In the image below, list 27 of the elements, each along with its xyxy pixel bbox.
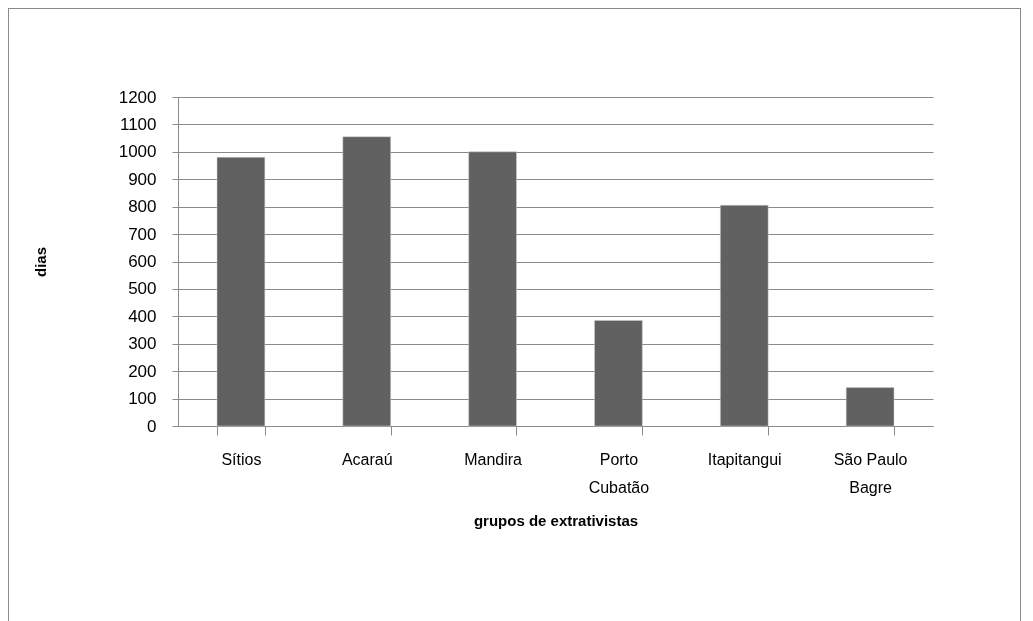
x-tick-label: Acaraú: [341, 450, 393, 468]
bar: [216, 157, 266, 427]
y-tick-label: 1200: [118, 87, 157, 107]
y-tick-label: 0: [147, 416, 157, 436]
y-tick-label: 1000: [118, 142, 157, 162]
y-tick-label: 400: [128, 306, 157, 326]
bar: [720, 205, 769, 427]
y-tick-label: 500: [128, 279, 157, 299]
y-tick-label: 800: [128, 197, 157, 217]
y-tick-label: 600: [128, 252, 157, 271]
bar: [468, 151, 517, 427]
x-tick-label: Porto Cubatão: [588, 450, 650, 496]
bar: [594, 320, 643, 427]
y-tick-label: 700: [128, 224, 157, 244]
y-tick-label: 100: [128, 389, 157, 409]
y-tick-label: 300: [128, 334, 157, 354]
x-tick-label: São Paulo Bagre: [833, 450, 908, 496]
y-tick-label: 200: [128, 361, 157, 381]
x-axis-title: grupos de extrativistas: [473, 511, 639, 529]
x-tick-label: Itapitangui: [707, 450, 782, 468]
y-axis-title: dias: [31, 246, 49, 278]
x-tick-label: Sítios: [221, 450, 262, 468]
x-tick-label: Mandira: [464, 450, 523, 468]
bar: [342, 136, 391, 427]
y-tick-label: 1100: [119, 114, 157, 134]
bar: [845, 387, 895, 427]
y-tick-label: 900: [128, 169, 157, 189]
